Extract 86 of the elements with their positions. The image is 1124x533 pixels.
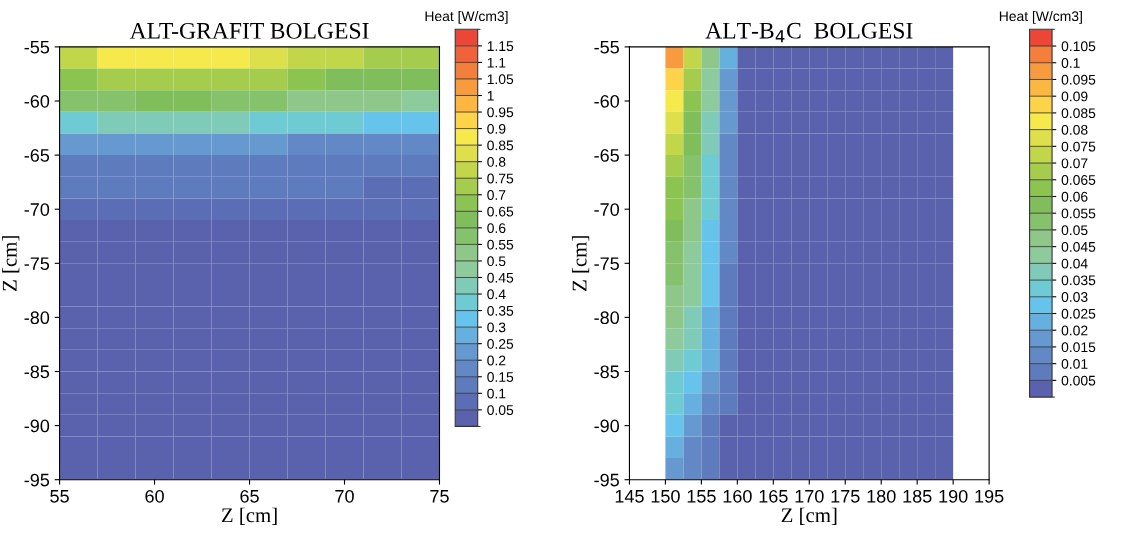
y-tick-label: -80 (594, 311, 620, 325)
color-bar-label: 0.4 (487, 289, 506, 300)
color-bar-label: 0.6 (487, 223, 506, 234)
color-bar-label: 0.02 (1061, 325, 1088, 336)
x-tick-label: 55 (50, 490, 69, 503)
y-tick-label: -55 (594, 41, 619, 54)
x-axis-title: Z [cm] (781, 507, 837, 525)
color-bar-label: 0.005 (1061, 375, 1096, 386)
y-tick-label: -90 (24, 419, 50, 433)
color-bar-label: 0.5 (487, 256, 506, 267)
x-tick-label: 155 (687, 490, 716, 503)
color-bar-label: 0.055 (1061, 208, 1096, 219)
color-bar-label: 0.8 (487, 157, 506, 167)
color-bar-label: 0.035 (1061, 275, 1096, 286)
y-tick-label: -85 (24, 365, 50, 379)
color-bar-label: 0.045 (1061, 241, 1096, 252)
color-bar-label: 0.085 (1061, 108, 1096, 119)
color-bar-label: 1.05 (487, 74, 514, 85)
y-tick-label: -65 (594, 149, 619, 162)
x-tick-label: 175 (831, 490, 860, 503)
x-tick-label: 170 (795, 489, 824, 503)
x-tick-label: 185 (903, 489, 932, 503)
color-bar-label: 0.075 (1061, 141, 1096, 152)
color-bar-label: 1.15 (487, 41, 514, 52)
color-bar-label: 1.1 (487, 57, 506, 68)
y-tick-label: -65 (24, 149, 50, 162)
color-bar-label: 0.015 (1061, 342, 1096, 353)
y-tick-label: -60 (24, 94, 50, 108)
x-tick-label: 160 (723, 489, 752, 503)
color-bar-label: 0.105 (1061, 41, 1096, 52)
color-bar-label: 0.2 (487, 355, 506, 366)
color-bar-label: 0.08 (1061, 124, 1088, 135)
color-bar-label: 0.3 (487, 322, 506, 333)
y-tick-label: -85 (594, 365, 619, 379)
y-tick-label: -90 (594, 419, 620, 433)
x-tick-label: 195 (975, 489, 1004, 503)
y-tick-label: -95 (24, 473, 50, 487)
x-tick-label: 75 (430, 490, 449, 503)
x-axis-title: Z [cm] (221, 507, 277, 525)
color-bar-label: 0.35 (487, 305, 514, 316)
color-bar-label: 0.065 (1061, 175, 1096, 185)
color-bar-label: 0.04 (1061, 258, 1088, 269)
color-bar-label: 0.55 (487, 239, 514, 250)
color-bar-label: 0.095 (1061, 74, 1096, 85)
y-tick-label: -95 (594, 473, 619, 487)
y-tick-label: -55 (24, 41, 50, 54)
color-bar-label: 0.85 (487, 140, 514, 151)
x-tick-label: 150 (651, 489, 680, 503)
x-tick-label: 70 (335, 489, 354, 503)
color-bar-label: 0.025 (1061, 308, 1096, 319)
color-bar-label: 0.75 (487, 173, 514, 184)
y-tick-label: -60 (594, 94, 620, 108)
color-bar-label: 0.95 (487, 107, 514, 118)
color-bar-title: Heat [W/cm3] (999, 10, 1082, 24)
color-bar-label: 0.03 (1061, 292, 1088, 302)
chart-title: ALT-GRAFIT BOLGESI (129, 22, 369, 39)
y-tick-label: -75 (24, 257, 50, 271)
x-tick-label: 165 (759, 489, 788, 503)
color-bar-label: 0.45 (487, 272, 514, 283)
y-axis-title: Z [cm] (571, 236, 590, 291)
x-tick-label: 65 (240, 489, 259, 503)
color-bar-label: 1 (487, 90, 494, 101)
color-bar-label: 0.1 (1061, 58, 1080, 68)
color-bar-label: 0.01 (1061, 358, 1088, 369)
y-tick-label: -75 (594, 257, 619, 271)
x-tick-label: 180 (867, 489, 896, 503)
color-bar-label: 0.1 (487, 388, 506, 399)
color-bar-label: 0.7 (487, 190, 506, 200)
x-tick-label: 190 (939, 489, 968, 503)
color-bar-label: 0.09 (1061, 91, 1088, 102)
color-bar-label: 0.05 (1061, 225, 1088, 236)
x-tick-label: 60 (145, 489, 164, 503)
chart-title: ALT-B$_{4}$C BOLGESI (705, 22, 913, 43)
color-bar-label: 0.15 (487, 372, 514, 382)
color-bar-label: 0.05 (487, 405, 514, 416)
color-bar-label: 0.06 (1061, 191, 1088, 202)
x-tick-label: 145 (615, 490, 644, 503)
y-tick-label: -80 (24, 311, 50, 325)
color-bar-label: 0.65 (487, 206, 514, 217)
color-bar-title: Heat [W/cm3] (425, 10, 508, 24)
color-bar-label: 0.9 (487, 123, 506, 134)
y-tick-label: -70 (24, 203, 50, 216)
y-axis-title: Z [cm] (2, 236, 20, 291)
color-bar-label: 0.07 (1061, 158, 1088, 169)
y-tick-label: -70 (594, 203, 620, 216)
color-bar-label: 0.25 (487, 339, 514, 349)
